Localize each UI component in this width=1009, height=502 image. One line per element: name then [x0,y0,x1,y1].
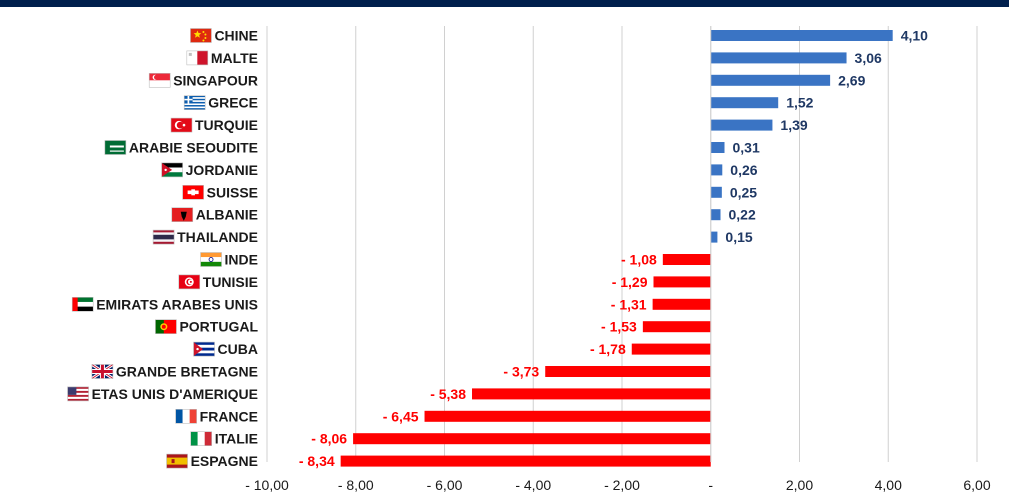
spain-flag-icon [166,453,188,469]
bar [710,30,893,41]
category-label: ALBANIE [196,207,258,223]
category-label: THAILANDE [177,229,258,245]
x-tick-label: - [708,477,713,493]
data-label: 3,06 [855,50,882,66]
bar [710,97,779,109]
uk-flag-icon [91,363,114,380]
data-label: 1,52 [786,95,813,111]
data-label: 0,15 [725,229,752,245]
x-tick-label: - 4,00 [515,477,551,493]
bar [710,164,723,176]
bar [472,388,711,400]
data-label: 0,31 [733,140,760,156]
data-label: 1,39 [780,117,807,133]
saudi-arabia-flag-icon [104,140,127,155]
category-label: SINGAPOUR [173,72,258,88]
bar [710,142,725,153]
header-band [0,0,1009,7]
x-tick-label: - 6,00 [427,477,463,493]
bar [710,74,831,86]
switzerland-flag-icon [182,185,204,200]
cuba-flag-icon [193,341,215,357]
bar [353,433,711,445]
x-tick-label: 2,00 [786,477,813,493]
x-tick-label: - 8,00 [338,477,374,493]
china-flag-icon [190,28,212,43]
usa-flag-icon [67,386,89,402]
albania-flag-icon [171,207,194,222]
category-label: ARABIE SEOUDITE [129,140,258,156]
category-label: TURQUIE [195,117,258,133]
tunisia-flag-icon [178,274,201,290]
category-label: JORDANIE [186,162,258,178]
singapore-flag-icon [148,73,171,88]
x-tick-label: - 2,00 [604,477,640,493]
bar [710,52,847,64]
category-label: EMIRATS ARABES UNIS [96,296,258,312]
category-label: PORTUGAL [179,319,258,335]
data-label: 2,69 [838,72,865,88]
data-label: 0,25 [730,184,757,200]
data-label: - 1,31 [611,296,647,312]
italy-flag-icon [190,431,213,447]
bar [710,119,773,131]
data-label: - 1,78 [590,341,626,357]
category-label: ETAS UNIS D'AMERIQUE [92,386,258,402]
turkey-flag-icon [170,117,193,133]
category-label: GRANDE BRETAGNE [116,364,258,380]
bar [710,186,722,198]
greece-flag-icon [183,95,206,110]
bar [662,254,711,265]
x-tick-label: - 10,00 [245,477,289,493]
category-label: INDE [225,252,258,268]
data-label: 0,22 [729,207,756,223]
category-label: ITALIE [215,431,258,447]
bar [710,209,721,221]
category-label: CUBA [218,341,258,357]
bar [710,231,718,243]
category-label: ESPAGNE [191,453,258,469]
category-label: TUNISIE [203,274,258,290]
thailand-flag-icon [152,229,175,245]
bar [340,455,711,467]
france-flag-icon [175,408,197,424]
uae-flag-icon [71,296,94,312]
x-tick-label: 4,00 [875,477,902,493]
india-flag-icon [200,252,222,267]
bar [642,321,711,333]
data-label: - 3,73 [503,364,539,380]
data-label: - 6,45 [383,408,419,424]
x-tick-label: 6,00 [963,477,990,493]
data-label: - 5,38 [430,386,466,402]
data-label: 4,10 [901,28,928,44]
data-label: - 1,29 [612,274,648,290]
category-label: FRANCE [200,408,258,424]
data-label: - 8,34 [299,453,335,469]
bar [652,298,711,310]
data-label: - 1,53 [601,319,637,335]
portugal-flag-icon [155,319,177,335]
data-label: - 1,08 [621,252,657,268]
data-label: 0,26 [730,162,757,178]
category-label: CHINE [214,28,258,44]
bar [424,410,711,422]
bar [631,343,711,355]
bar [653,276,711,288]
category-label: SUISSE [207,184,258,200]
bar [545,366,711,377]
data-label: - 8,06 [311,431,347,447]
category-label: MALTE [211,50,258,66]
malta-flag-icon [186,50,209,66]
jordan-flag-icon [161,162,183,178]
category-label: GRECE [208,95,258,111]
